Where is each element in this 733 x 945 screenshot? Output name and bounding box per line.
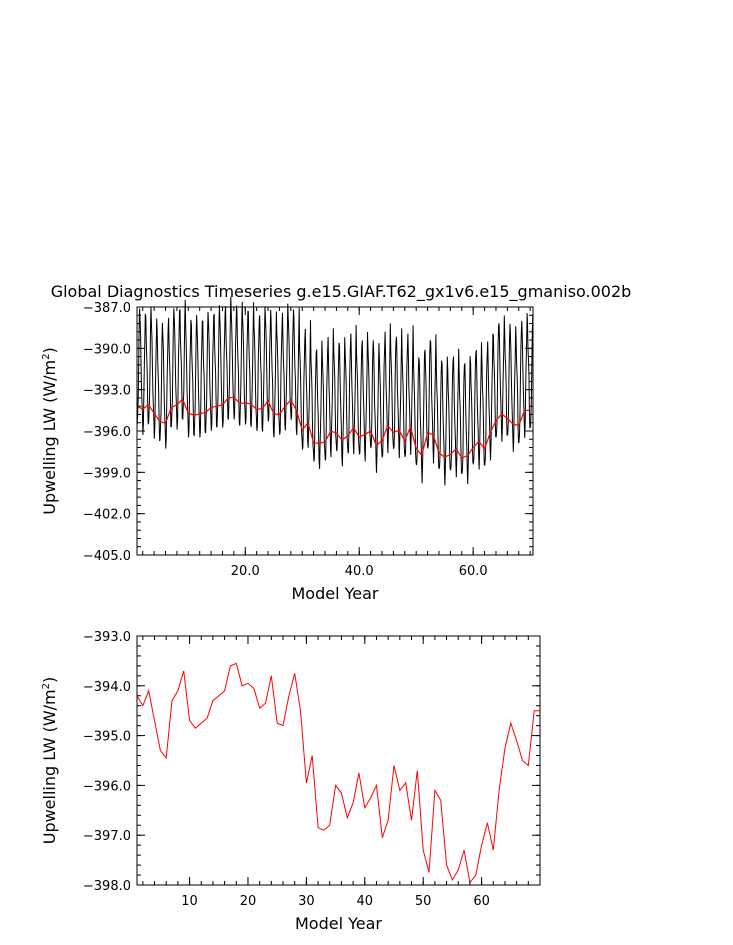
bottom-tick-group: −393.0 −394.0 −395.0 −396.0 −397.0 −398.0 10 20… [83,630,541,909]
bottom-y-axis-label: Upwelling LW (W/m2) [40,677,59,845]
y-label-text-end: ) [40,677,59,683]
top-monthly-series-line [136,296,534,486]
bottom-y-tick-label: −396.0 [83,779,131,794]
y-label-text-end: ) [40,347,59,353]
bottom-annual-series-line [136,662,540,884]
bottom-y-tick-label: −398.0 [83,879,131,894]
bottom-x-axis-label: Model Year [295,914,382,933]
bottom-frame-rect [136,635,541,886]
top-y-tick-label: −387.0 [83,301,131,316]
y-label-superscript: 2 [41,353,52,359]
top-series-group [136,296,534,486]
bottom-x-tick-label: 10 [181,894,198,909]
bottom-x-tick-label: 50 [415,894,432,909]
bottom-plot-frame [136,635,541,886]
top-tick-group: −387.0 −390.0 −393.0 −396.0 −399.0 −402.0 −405… [83,301,533,579]
bottom-series-group [136,662,540,884]
top-x-tick-label: 20.0 [231,564,260,579]
bottom-x-tick-label: 20 [240,894,257,909]
top-annual-series-line [136,396,531,459]
top-x-tick-label: 60.0 [459,564,488,579]
chart-top-panel: −387.0 −390.0 −393.0 −396.0 −399.0 −402.0 −405… [40,296,534,603]
top-y-tick-label: −390.0 [83,342,131,357]
top-y-tick-label: −405.0 [83,549,131,564]
bottom-x-tick-label: 60 [473,894,490,909]
bottom-y-tick-label: −394.0 [83,680,131,695]
bottom-y-tick-label: −397.0 [83,829,131,844]
top-y-axis-label: Upwelling LW (W/m2) [40,347,59,515]
bottom-x-tick-label: 30 [298,894,315,909]
bottom-y-tick-label: −395.0 [83,730,131,745]
top-y-tick-label: −402.0 [83,508,131,523]
y-label-text: Upwelling LW (W/m [40,689,59,844]
top-x-axis-label: Model Year [292,584,379,603]
figure-title: Global Diagnostics Timeseries g.e15.GIAF… [51,282,632,302]
bottom-x-tick-label: 40 [357,894,374,909]
top-x-tick-label: 40.0 [345,564,374,579]
y-label-text: Upwelling LW (W/m [40,360,59,515]
top-y-tick-label: −393.0 [83,384,131,399]
top-y-tick-label: −396.0 [83,425,131,440]
top-y-tick-label: −399.0 [83,466,131,481]
y-label-superscript: 2 [41,683,52,689]
chart-bottom-panel: −393.0 −394.0 −395.0 −396.0 −397.0 −398.0 10 20… [40,630,541,933]
bottom-y-tick-label: −393.0 [83,630,131,645]
